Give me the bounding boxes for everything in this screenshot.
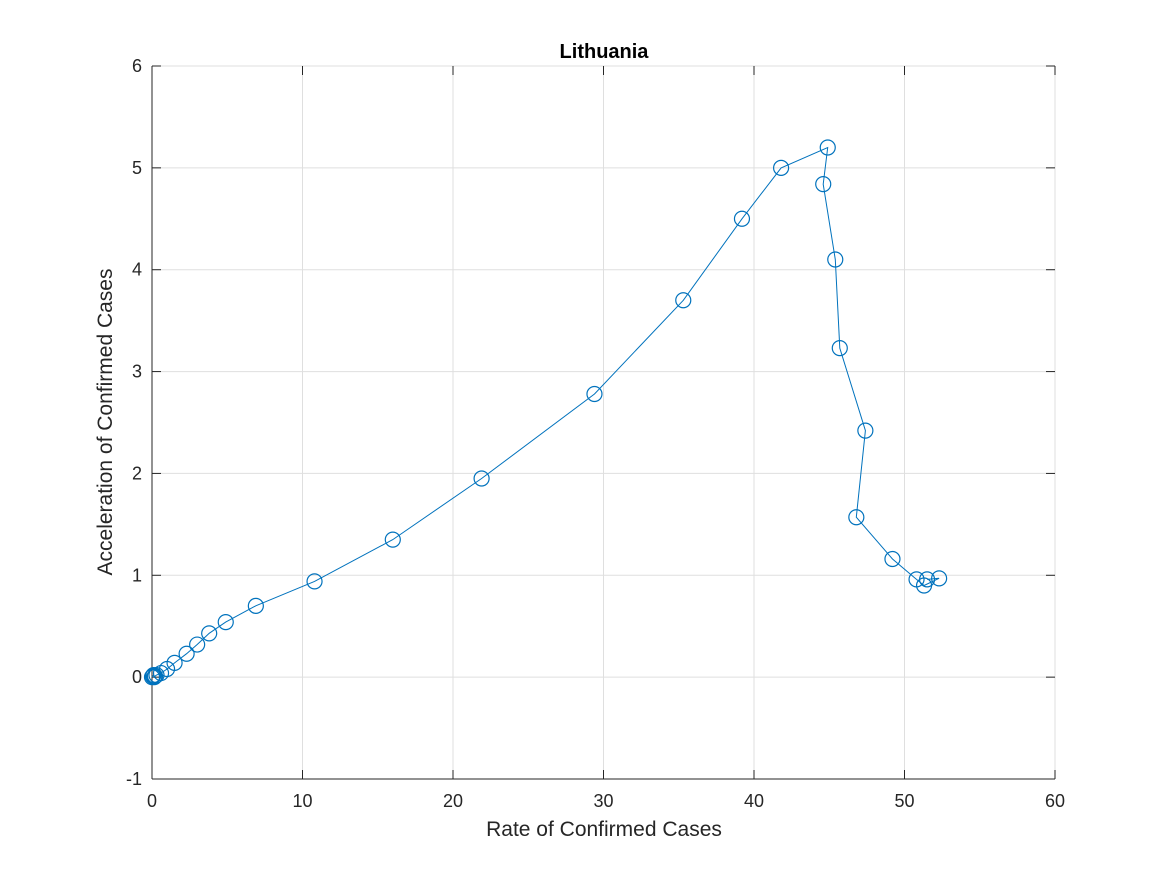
data-point: [772, 159, 790, 176]
data-point: [931, 570, 948, 587]
data-point: [586, 385, 603, 403]
data-point: [473, 470, 490, 487]
y-axis-label: Acceleration of Confirmed Cases: [94, 269, 117, 576]
data-point: [178, 645, 195, 662]
x-tick-label: 20: [443, 791, 463, 811]
data-point: [831, 340, 848, 357]
chart-title: Lithuania: [560, 41, 650, 63]
data-point: [815, 176, 832, 193]
y-tick-label: 4: [132, 260, 142, 280]
y-tick-label: 5: [132, 158, 142, 178]
y-tick-label: 2: [132, 463, 142, 483]
y-tick-label: 0: [132, 667, 142, 687]
x-tick-label: 30: [593, 791, 613, 811]
x-tick-label: 10: [292, 791, 312, 811]
data-point: [384, 531, 401, 548]
data-point: [306, 573, 323, 590]
data-point: [857, 422, 874, 439]
data-point: [217, 614, 234, 631]
data-point: [733, 210, 751, 227]
data-point: [247, 597, 264, 614]
data-point: [827, 251, 844, 268]
data-point: [166, 654, 183, 671]
y-tick-label: 3: [132, 362, 142, 382]
data-point: [819, 139, 836, 156]
x-tick-label: 50: [894, 791, 914, 811]
y-tick-label: -1: [126, 769, 142, 789]
data-point: [918, 571, 936, 588]
data-point: [848, 509, 865, 526]
x-tick-label: 0: [147, 791, 157, 811]
x-axis-label: Rate of Confirmed Cases: [486, 818, 722, 841]
data-point: [189, 636, 206, 653]
data-point: [201, 625, 218, 642]
data-point: [884, 550, 901, 568]
x-tick-label: 60: [1045, 791, 1065, 811]
y-tick-label: 6: [132, 56, 142, 76]
y-tick-label: 1: [132, 565, 142, 585]
data-point: [675, 292, 692, 309]
series-line: [151, 146, 940, 679]
x-tick-label: 40: [744, 791, 764, 811]
grid: [152, 65, 1056, 779]
series: [143, 139, 948, 686]
